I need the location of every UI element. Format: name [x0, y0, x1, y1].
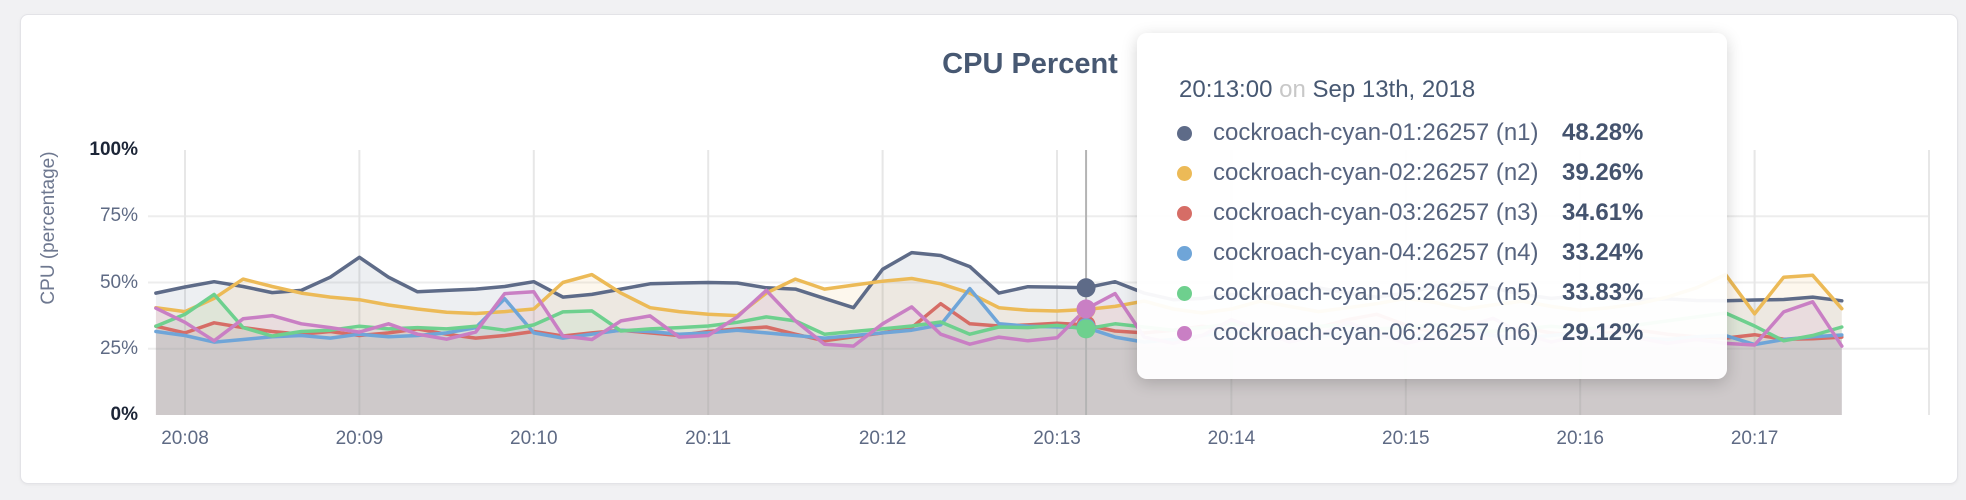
tooltip-rows: cockroach-cyan-01:26257 (n1) 48.28% cockro… — [1177, 113, 1687, 353]
series-area — [155, 294, 1842, 415]
series-color-dot-icon — [1177, 165, 1192, 181]
x-tick-label: 20:10 — [510, 428, 558, 449]
x-tick-label: 20:11 — [685, 428, 732, 449]
tooltip-row: cockroach-cyan-04:26257 (n4) 33.24% — [1177, 233, 1687, 273]
y-tick-label: 50% — [99, 271, 138, 293]
series-color-dot-icon — [1177, 245, 1192, 261]
tooltip-timestamp: 20:13:00 on Sep 13th, 2018 — [1179, 73, 1687, 107]
tooltip-node-value: 48.28% — [1562, 119, 1644, 146]
series-area — [155, 290, 1842, 415]
tooltip-node-name: cockroach-cyan-04:26257 (n4) — [1213, 239, 1539, 266]
tooltip-date: Sep 13th, 2018 — [1312, 76, 1476, 103]
tooltip-node-value: 39.26% — [1562, 159, 1644, 186]
y-tick-label: 100% — [89, 139, 138, 160]
tooltip-conjunction: on — [1279, 76, 1306, 103]
series-color-dot-icon — [1177, 125, 1192, 141]
tooltip-node-value: 33.24% — [1562, 239, 1644, 266]
tooltip-row: cockroach-cyan-06:26257 (n6) 29.12% — [1177, 313, 1687, 353]
hover-point[interactable] — [1076, 299, 1096, 319]
x-tick-label: 20:15 — [1382, 428, 1430, 449]
series-color-dot-icon — [1177, 325, 1192, 341]
tooltip-node-value: 33.83% — [1562, 279, 1644, 306]
x-tick-label: 20:13 — [1033, 428, 1081, 449]
x-tick-label: 20:17 — [1730, 428, 1779, 449]
hover-layer — [1076, 150, 1096, 415]
tooltip-node-name: cockroach-cyan-01:26257 (n1) — [1213, 119, 1539, 146]
tooltip-row: cockroach-cyan-05:26257 (n5) 33.83% — [1177, 273, 1687, 313]
y-tick-label: 0% — [110, 404, 138, 425]
tooltip-node-name: cockroach-cyan-03:26257 (n3) — [1213, 199, 1539, 226]
tooltip-row: cockroach-cyan-01:26257 (n1) 48.28% — [1177, 113, 1687, 153]
tooltip-node-name: cockroach-cyan-05:26257 (n5) — [1213, 279, 1539, 306]
tooltip-row: cockroach-cyan-03:26257 (n3) 34.61% — [1177, 193, 1687, 233]
x-tick-label: 20:09 — [335, 428, 384, 449]
x-tick-label: 20:12 — [858, 428, 907, 449]
tooltip-node-name: cockroach-cyan-06:26257 (n6) — [1213, 319, 1539, 346]
series-color-dot-icon — [1177, 205, 1192, 221]
x-tick-label: 20:16 — [1556, 428, 1604, 449]
tooltip-time: 20:13:00 — [1179, 76, 1273, 103]
hover-point[interactable] — [1076, 319, 1096, 339]
x-tick-label: 20:08 — [161, 428, 209, 449]
hover-tooltip: 20:13:00 on Sep 13th, 2018 cockroach-cya… — [1137, 33, 1727, 379]
tooltip-row: cockroach-cyan-02:26257 (n2) 39.26% — [1177, 153, 1687, 193]
series-area — [155, 288, 1842, 415]
series-color-dot-icon — [1177, 285, 1192, 301]
y-tick-label: 25% — [99, 337, 138, 359]
tooltip-node-value: 29.12% — [1562, 319, 1644, 346]
x-tick-label: 20:14 — [1207, 428, 1256, 449]
hover-point[interactable] — [1076, 278, 1096, 298]
y-tick-label: 75% — [99, 205, 138, 227]
tooltip-node-name: cockroach-cyan-02:26257 (n2) — [1213, 159, 1539, 186]
chart-title: CPU Percent — [942, 48, 1118, 80]
tooltip-node-value: 34.61% — [1562, 199, 1644, 226]
